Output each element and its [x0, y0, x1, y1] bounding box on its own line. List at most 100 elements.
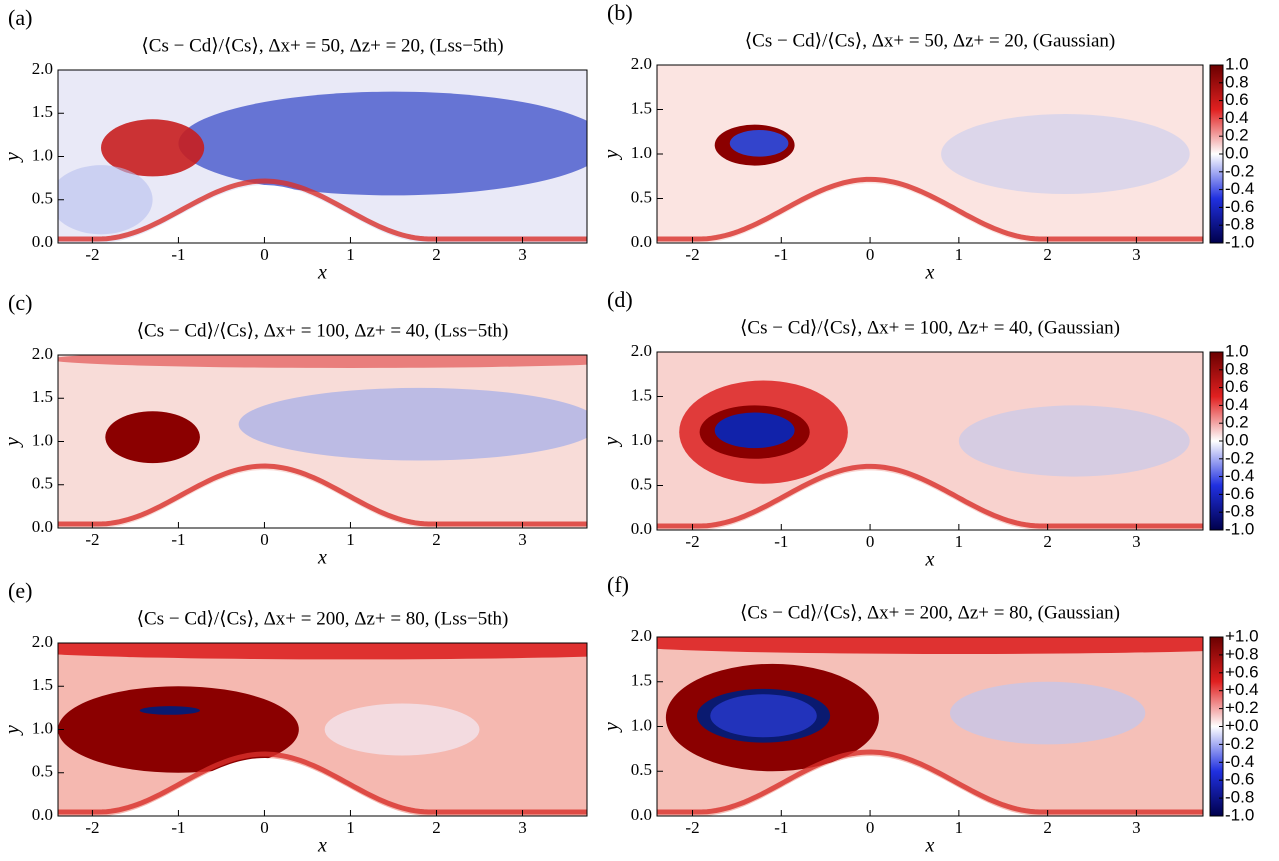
colorbar-tick-label: 0.2 [1225, 126, 1249, 145]
wall-layer [657, 463, 1203, 529]
colorbar-tick-label: 1.0 [1225, 54, 1249, 73]
colorbar-tick-label: -0.4 [1225, 752, 1254, 771]
wall-layer [58, 178, 587, 242]
x-tick-label: 0 [866, 245, 875, 264]
chart-title: ⟨Cs − Cd⟩/⟨Cs⟩, Δx+ = 50, Δz+ = 20, (Lss… [141, 35, 503, 56]
x-tick-label: -2 [85, 818, 99, 837]
x-tick-label: -2 [85, 245, 99, 264]
y-axis-label: y [601, 722, 623, 733]
colorbar-tick-label: 0.6 [1225, 90, 1249, 109]
x-tick-label: -2 [685, 245, 699, 264]
y-tick-label: 0.5 [631, 760, 652, 779]
x-axis-label: x [925, 549, 935, 571]
x-tick-label: 2 [432, 530, 441, 549]
field-blob [958, 405, 1190, 477]
x-tick-label: -1 [171, 818, 185, 837]
y-tick-label: 1.5 [631, 385, 652, 404]
x-tick-label: -1 [774, 245, 788, 264]
x-tick-label: 2 [1043, 245, 1052, 264]
colorbar-tick-label: 0.8 [1225, 359, 1249, 378]
field [657, 352, 1203, 530]
y-tick-label: 2.0 [631, 626, 652, 645]
x-tick-label: -1 [774, 532, 788, 551]
panel: -2 -1 0 1 2 3 0.0 0.5 1.0 1.5 2.0 (d) ⟨Cs − Cd⟩/⟨Cs⟩… [601, 287, 1255, 571]
colorbar-tick-label: -0.6 [1225, 197, 1254, 216]
y-tick-label: 0.5 [32, 762, 53, 781]
y-tick-label: 0.0 [631, 232, 652, 251]
colorbar-tick-label: 0.2 [1225, 413, 1249, 432]
x-tick-label: 1 [955, 818, 964, 837]
y-tick-label: 1.5 [32, 387, 53, 406]
chart-title: ⟨Cs − Cd⟩/⟨Cs⟩, Δx+ = 100, Δz+ = 40, (Ga… [740, 317, 1120, 338]
y-axis-label: y [601, 436, 623, 447]
field-blob [941, 113, 1190, 195]
x-tick-label: 2 [1043, 818, 1052, 837]
x-tick-label: 0 [260, 818, 269, 837]
colorbar-tick-label: 0.0 [1225, 430, 1249, 449]
field-blob [178, 91, 587, 196]
colorbar-tick-label: -0.2 [1225, 161, 1254, 180]
y-tick-label: 0.5 [631, 474, 652, 493]
field-blob [324, 703, 480, 756]
field-blob [139, 706, 200, 715]
x-tick-label: 3 [518, 818, 527, 837]
colorbar-tick-label: +1.0 [1225, 626, 1259, 645]
y-tick-label: 0.5 [32, 189, 53, 208]
x-axis-label: x [925, 835, 935, 857]
colorbar-tick-label: +0.8 [1225, 644, 1259, 663]
colorbar-tick-label: -0.6 [1225, 484, 1254, 503]
y-tick-label: 1.0 [32, 718, 53, 737]
x-axis-label: x [925, 262, 935, 284]
y-tick-label: 2.0 [32, 344, 53, 363]
x-tick-label: 1 [346, 818, 355, 837]
x-tick-label: -1 [171, 530, 185, 549]
x-tick-label: 1 [346, 245, 355, 264]
x-tick-label: 0 [260, 530, 269, 549]
wall [58, 185, 587, 243]
y-tick-label: 1.0 [631, 143, 652, 162]
wall [58, 470, 587, 528]
panel: -2 -1 0 1 2 3 0.0 0.5 1.0 1.5 2.0 (b) ⟨Cs − Cd⟩/⟨Cs⟩… [601, 0, 1255, 284]
colorbar-tick-label: -0.4 [1225, 179, 1254, 198]
field-blob [58, 165, 153, 235]
wall-layer [58, 463, 587, 527]
y-tick-label: 2.0 [631, 54, 652, 73]
field-blob [58, 686, 299, 773]
y-tick-label: 1.5 [631, 671, 652, 690]
y-tick-label: 1.0 [631, 715, 652, 734]
y-axis-label: y [2, 437, 24, 448]
panel: -2 -1 0 1 2 3 0.0 0.5 1.0 1.5 2.0 (a) ⟨Cs − Cd⟩/⟨Cs⟩… [2, 5, 588, 284]
colorbar-tick-label: -1.0 [1225, 519, 1254, 538]
wall [657, 470, 1203, 530]
colorbar-tick-label: +0.6 [1225, 662, 1259, 681]
field [657, 637, 1203, 816]
colorbar-tick-label: -0.8 [1225, 215, 1254, 234]
y-tick-label: 0.0 [32, 232, 53, 251]
colorbar-tick-label: 0.4 [1225, 395, 1249, 414]
x-tick-label: 1 [955, 245, 964, 264]
y-tick-label: 0.5 [631, 187, 652, 206]
y-tick-label: 0.0 [631, 805, 652, 824]
x-tick-label: 3 [518, 245, 527, 264]
colorbar-tick-label: -0.6 [1225, 770, 1254, 789]
panel-label: (a) [8, 5, 32, 30]
panel: -2 -1 0 1 2 3 0.0 0.5 1.0 1.5 2.0 (f) ⟨Cs − Cd⟩/⟨Cs⟩… [601, 572, 1259, 857]
x-tick-label: -1 [774, 818, 788, 837]
field-blob [238, 387, 587, 461]
y-tick-label: 2.0 [32, 632, 53, 651]
wall-layer [58, 751, 587, 815]
wall [657, 756, 1203, 816]
x-axis-label: x [317, 262, 327, 284]
x-tick-label: 2 [1043, 532, 1052, 551]
x-tick-label: 3 [1132, 532, 1141, 551]
field-blob [949, 681, 1146, 745]
x-tick-label: 1 [955, 532, 964, 551]
x-tick-label: -2 [685, 532, 699, 551]
field [58, 643, 587, 816]
panel: -2 -1 0 1 2 3 0.0 0.5 1.0 1.5 2.0 (e) ⟨Cs − Cd⟩/⟨Cs⟩… [2, 578, 588, 857]
y-tick-label: 1.0 [631, 430, 652, 449]
colorbar-tick-label: -0.4 [1225, 466, 1254, 485]
panel: -2 -1 0 1 2 3 0.0 0.5 1.0 1.5 2.0 (c) ⟨Cs − Cd⟩/⟨Cs⟩… [2, 290, 588, 569]
panel-label: (b) [607, 0, 633, 25]
colorbar-tick-label: 0.6 [1225, 377, 1249, 396]
